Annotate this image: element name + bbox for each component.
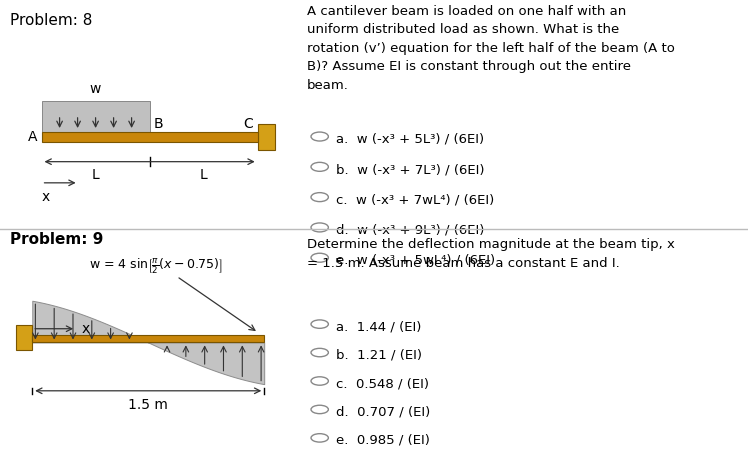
Bar (257, 124, 275, 150)
Text: d.  0.707 / (EI): d. 0.707 / (EI) (336, 405, 430, 419)
Bar (42, 132, 257, 142)
Text: Determine the deflection magnitude at the beam tip, x
= 1.5 m. Assume beam has a: Determine the deflection magnitude at th… (307, 238, 675, 270)
Text: Problem: 8: Problem: 8 (10, 13, 93, 28)
Text: a.  w (-x³ + 5L³) / (6EI): a. w (-x³ + 5L³) / (6EI) (336, 133, 484, 146)
Text: b.  w (-x³ + 7L³) / (6EI): b. w (-x³ + 7L³) / (6EI) (336, 163, 485, 176)
Text: A: A (28, 130, 37, 144)
Text: w: w (90, 82, 101, 96)
Bar (42, 101, 150, 132)
Text: x: x (42, 190, 50, 203)
Text: Problem: 9: Problem: 9 (10, 232, 103, 247)
Text: a.  1.44 / (EI): a. 1.44 / (EI) (336, 320, 422, 333)
Text: B: B (154, 117, 164, 131)
Text: d.  w (-x³ + 9L³) / (6EI): d. w (-x³ + 9L³) / (6EI) (336, 224, 485, 237)
Text: A cantilever beam is loaded on one half with an
uniform distributed load as show: A cantilever beam is loaded on one half … (307, 5, 675, 92)
Text: x: x (82, 322, 90, 336)
Text: L: L (200, 169, 207, 182)
Text: c.  w (-x³ + 7wL⁴) / (6EI): c. w (-x³ + 7wL⁴) / (6EI) (336, 193, 494, 206)
Bar (32, 335, 264, 343)
Text: b.  1.21 / (EI): b. 1.21 / (EI) (336, 349, 422, 361)
Text: e.  w (-x³ + 5wL⁴) / (6EI): e. w (-x³ + 5wL⁴) / (6EI) (336, 254, 495, 267)
Text: 1.5 m: 1.5 m (129, 398, 168, 412)
Bar (16, 325, 32, 350)
Text: e.  0.985 / (EI): e. 0.985 / (EI) (336, 434, 430, 447)
Text: c.  0.548 / (EI): c. 0.548 / (EI) (336, 377, 429, 390)
Text: L: L (92, 169, 99, 182)
Text: C: C (244, 117, 254, 131)
Text: w = 4 sin$\left[\frac{\pi}{2}(x - 0.75)\right]$: w = 4 sin$\left[\frac{\pi}{2}(x - 0.75)\… (89, 257, 223, 276)
